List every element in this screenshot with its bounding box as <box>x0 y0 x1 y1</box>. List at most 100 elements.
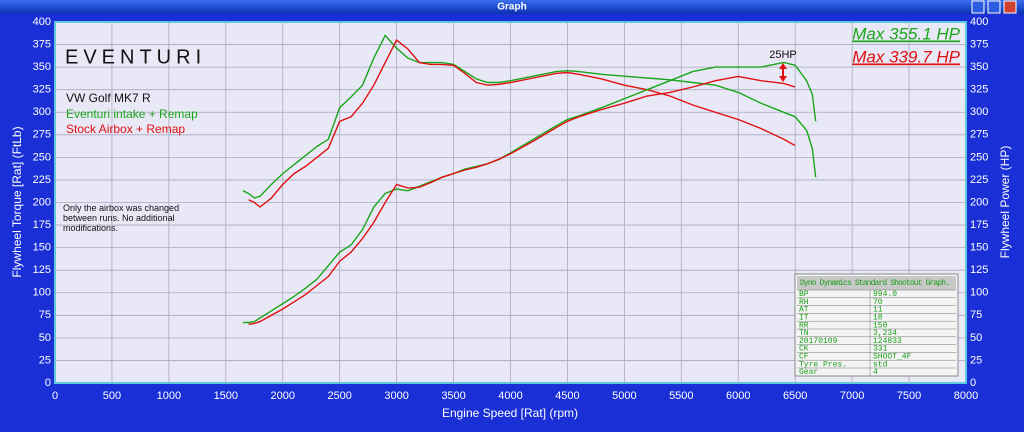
x-tick-label: 2500 <box>327 390 351 402</box>
logo: EVENTURI <box>65 46 206 68</box>
info-table-value: 70 <box>873 298 883 307</box>
note: Only the airbox was changed between runs… <box>63 203 180 233</box>
y2-tick-label: 325 <box>970 84 988 96</box>
x-tick-label: 5000 <box>612 390 636 402</box>
info-table-value: SHOOT_4F <box>873 353 912 362</box>
info-table-frame <box>794 273 959 377</box>
x-tick-label: 6500 <box>783 390 807 402</box>
y2-tick-label: 75 <box>970 309 982 321</box>
info-table-key: Gear <box>799 368 818 377</box>
info-table-value: 331 <box>873 345 888 354</box>
max-hp-stock: Max 339.7 HP <box>852 47 960 66</box>
y-tick-label: 250 <box>33 151 51 163</box>
note-box: Only the airbox was changed between runs… <box>63 203 180 233</box>
y-tick-label: 150 <box>33 242 51 254</box>
y-tick-label: 400 <box>33 16 51 28</box>
y-tick-label: 175 <box>33 219 51 231</box>
info-table-key: CK <box>799 345 809 354</box>
x-tick-label: 7000 <box>840 390 864 402</box>
info-table-value: 11 <box>873 306 883 315</box>
info-table-key: RH <box>799 298 809 307</box>
info-table-value: std <box>873 360 888 369</box>
x-tick-label: 7500 <box>897 390 921 402</box>
y-tick-label: 200 <box>33 196 51 208</box>
info-table-key: TN <box>799 329 809 338</box>
info-table-key: RR <box>799 321 809 330</box>
series-line <box>242 34 817 199</box>
y2-tick-label: 150 <box>970 242 988 254</box>
max-hp-eventuri: Max 355.1 HP <box>852 24 960 43</box>
y2-tick-label: 350 <box>970 61 988 73</box>
x-tick-label: 3000 <box>384 390 408 402</box>
y2-tick-label: 300 <box>970 106 988 118</box>
y2-tick-label: 25 <box>970 354 982 366</box>
x-tick-label: 1000 <box>157 390 181 402</box>
x-tick-label: 8000 <box>954 390 978 402</box>
x-tick-label: 3500 <box>441 390 465 402</box>
info-table-value: 18 <box>873 314 883 323</box>
x-tick-label: 0 <box>52 390 58 402</box>
maximize-button[interactable] <box>987 0 1001 14</box>
y-tick-label: 125 <box>33 264 51 276</box>
y-tick-label: 275 <box>33 129 51 141</box>
gain-label: 25HP <box>769 49 797 61</box>
y2-tick-label: 175 <box>970 219 988 231</box>
y-axis-label: Flywheel Torque [Rat] (FtLb) <box>10 126 24 277</box>
y-tick-label: 225 <box>33 174 51 186</box>
info-table-value: 150 <box>873 321 888 330</box>
x-tick-label: 4000 <box>498 390 522 402</box>
y-tick-label: 375 <box>33 38 51 50</box>
x-tick-label: 1500 <box>214 390 238 402</box>
x-tick-label: 5500 <box>669 390 693 402</box>
y-tick-label: 50 <box>39 332 51 344</box>
info-table-key: AT <box>799 306 809 315</box>
lines <box>242 34 817 325</box>
y-tick-label: 25 <box>39 354 51 366</box>
info-table-title: Dyno Dynamics Standard Shootout Graph. <box>800 279 950 288</box>
x-axis-label: Engine Speed [Rat] (rpm) <box>442 406 578 420</box>
info-table-key: CF <box>799 353 809 362</box>
y-tick-label: 75 <box>39 309 51 321</box>
y2-tick-label: 200 <box>970 196 988 208</box>
x-tick-label: 4500 <box>555 390 579 402</box>
gain-arrow <box>779 63 787 82</box>
info-table-key: IT <box>799 314 809 323</box>
y2-tick-label: 375 <box>970 38 988 50</box>
y-tick-label: 350 <box>33 61 51 73</box>
info-table-key: BP <box>799 290 809 299</box>
x-tick-label: 2000 <box>271 390 295 402</box>
x-tick-label: 6000 <box>726 390 750 402</box>
title-bar <box>0 0 1024 14</box>
info-table: Dyno Dynamics Standard Shootout Graph. BP… <box>794 273 959 377</box>
window-title: Graph <box>497 2 526 13</box>
y2-tick-label: 275 <box>970 129 988 141</box>
info-table-value: 3,234 <box>873 329 897 338</box>
info-table-key: Tyre Pres. <box>799 360 847 369</box>
grid <box>54 21 967 384</box>
y2-tick-label: 400 <box>970 16 988 28</box>
y-tick-label: 100 <box>33 287 51 299</box>
info-table-value: 4 <box>873 368 878 377</box>
y-tick-label: 325 <box>33 84 51 96</box>
y2-tick-label: 50 <box>970 332 982 344</box>
y2-tick-label: 125 <box>970 264 988 276</box>
legend-entry: Eventuri intake + Remap <box>66 107 198 121</box>
y2-tick-label: 250 <box>970 151 988 163</box>
x-tick-label: 500 <box>103 390 121 402</box>
y2-tick-label: 100 <box>970 287 988 299</box>
close-button[interactable] <box>1003 0 1017 14</box>
y-tick-label: 300 <box>33 106 51 118</box>
minimize-button[interactable] <box>971 0 985 14</box>
y2-tick-label: 225 <box>970 174 988 186</box>
info-table-value: 994.0 <box>873 290 897 299</box>
info-table-key: 20170109 <box>799 337 838 346</box>
series-line <box>248 75 796 325</box>
y-tick-label: 0 <box>45 377 51 389</box>
vehicle-label: VW Golf MK7 R <box>66 91 151 105</box>
series-line <box>242 61 817 324</box>
y2-axis-label: Flywheel Power (HP) <box>998 146 1012 259</box>
info-table-value: 124833 <box>873 337 902 346</box>
legend-entry: Stock Airbox + Remap <box>66 122 185 136</box>
info-table-header <box>797 276 956 290</box>
